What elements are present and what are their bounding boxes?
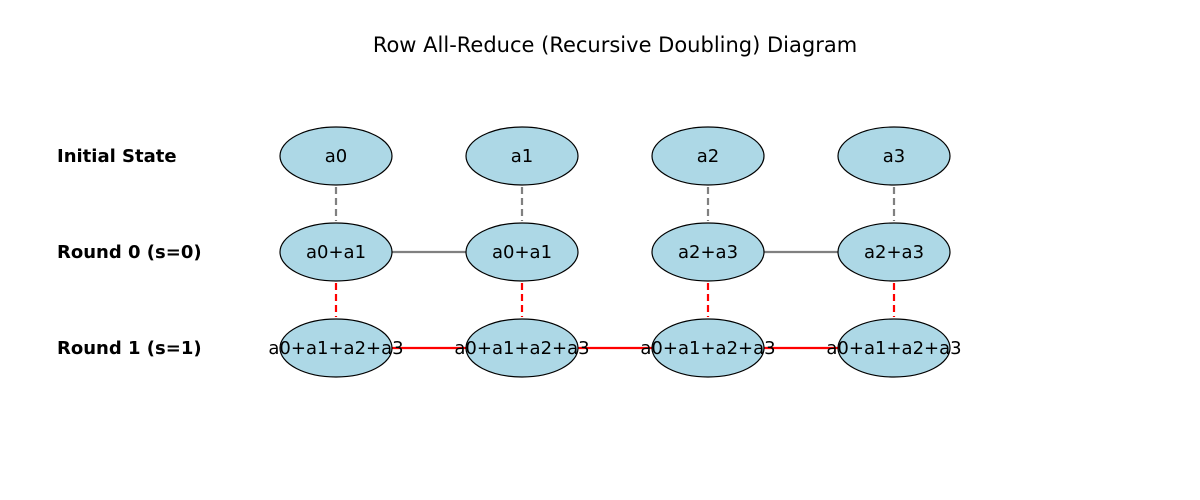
- row-label-1: Round 0 (s=0): [57, 242, 202, 263]
- row-label-layer: Initial State Round 0 (s=0) Round 1 (s=1): [57, 146, 202, 359]
- node-label: a2: [697, 146, 719, 167]
- node-label: a0+a1: [306, 242, 366, 263]
- node-ellipse: [279, 318, 393, 378]
- node-ellipse: [837, 318, 951, 378]
- node-label: a2+a3: [678, 242, 738, 263]
- node-layer: a0 a1 a2 a3 a0+a1 a0+a1 a2+a3 a2+a3 a0+a1+a2+a3 a…: [268, 126, 962, 378]
- node-ellipse: [465, 318, 579, 378]
- node-r2-c1: a0+a1+a2+a3: [454, 318, 590, 378]
- node-label: a0: [325, 146, 347, 167]
- node-ellipse: [279, 222, 393, 282]
- row-label-0: Initial State: [57, 146, 177, 167]
- node-r1-c2: a2+a3: [651, 222, 765, 282]
- node-r1-c0: a0+a1: [279, 222, 393, 282]
- node-r0-c3: a3: [837, 126, 951, 186]
- node-ellipse: [837, 126, 951, 186]
- node-ellipse: [651, 126, 765, 186]
- node-label: a0+a1+a2+a3: [268, 338, 403, 359]
- node-ellipse: [279, 126, 393, 186]
- node-label: a0+a1+a2+a3: [454, 338, 589, 359]
- node-ellipse: [465, 126, 579, 186]
- node-r0-c2: a2: [651, 126, 765, 186]
- node-ellipse: [465, 222, 579, 282]
- node-label: a0+a1+a2+a3: [640, 338, 775, 359]
- node-r0-c1: a1: [465, 126, 579, 186]
- row-label-2: Round 1 (s=1): [57, 338, 202, 359]
- node-label: a0+a1: [492, 242, 552, 263]
- node-r2-c2: a0+a1+a2+a3: [640, 318, 776, 378]
- node-label: a2+a3: [864, 242, 924, 263]
- node-ellipse: [651, 222, 765, 282]
- node-r0-c0: a0: [279, 126, 393, 186]
- node-label: a0+a1+a2+a3: [826, 338, 961, 359]
- node-label: a3: [883, 146, 905, 167]
- node-r1-c1: a0+a1: [465, 222, 579, 282]
- node-label: a1: [511, 146, 533, 167]
- node-r2-c3: a0+a1+a2+a3: [826, 318, 962, 378]
- node-r2-c0: a0+a1+a2+a3: [268, 318, 404, 378]
- edge-layer: [334, 187, 896, 350]
- node-ellipse: [837, 222, 951, 282]
- node-r1-c3: a2+a3: [837, 222, 951, 282]
- node-ellipse: [651, 318, 765, 378]
- diagram-title: Row All-Reduce (Recursive Doubling) Diag…: [373, 33, 857, 57]
